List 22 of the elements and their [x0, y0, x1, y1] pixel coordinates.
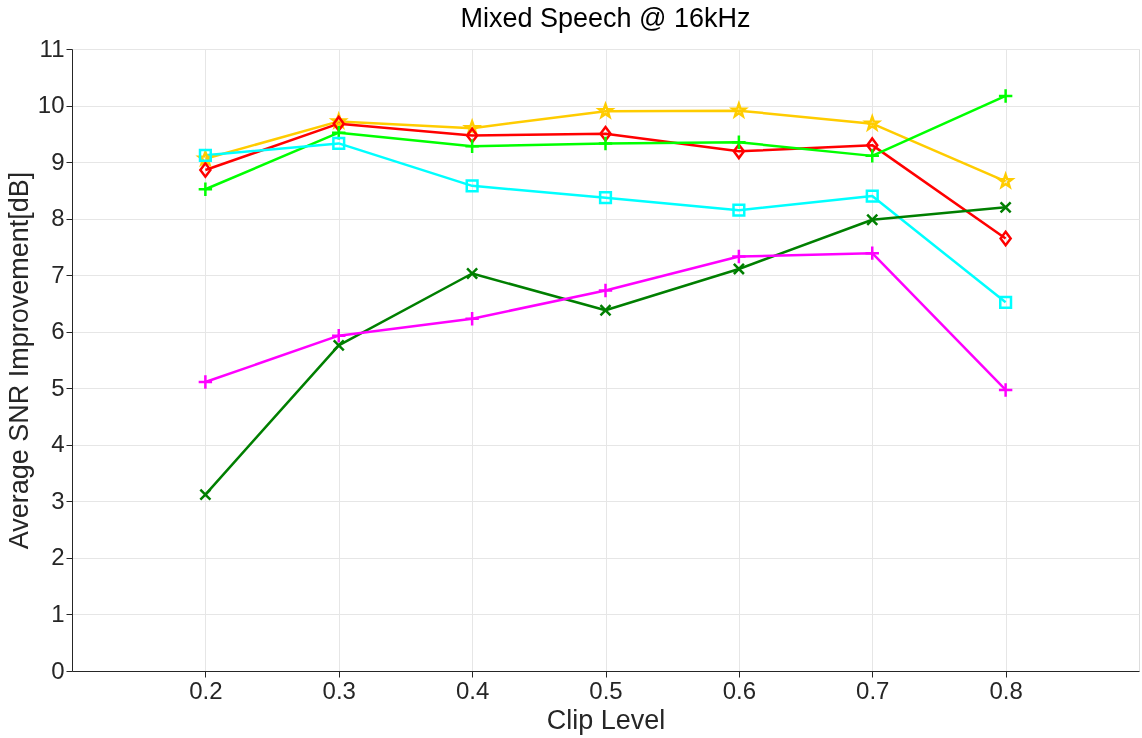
- x-tick-label: 0.5: [589, 676, 623, 704]
- x-tick-label: 0.8: [989, 676, 1023, 704]
- x-tick-label: 0.6: [722, 676, 757, 704]
- y-tick-label: 9: [51, 147, 65, 175]
- y-tick-label: 0: [51, 656, 65, 684]
- y-tick-label: 10: [37, 91, 65, 119]
- y-tick-label: 3: [51, 486, 65, 514]
- y-tick-label: 8: [51, 204, 65, 232]
- y-tick-label: 11: [39, 34, 65, 62]
- x-tick-label: 0.7: [856, 676, 890, 704]
- x-tick-label: 0.3: [322, 676, 356, 704]
- chart-title: Mixed Speech @ 16kHz: [460, 3, 751, 33]
- y-tick-label: 2: [51, 543, 65, 571]
- y-tick-label: 5: [51, 373, 65, 401]
- y-axis-title: Average SNR Improvement[dB]: [3, 171, 34, 550]
- y-tick-label: 6: [51, 317, 65, 345]
- x-tick-label: 0.4: [455, 676, 490, 704]
- x-tick-label: 0.2: [189, 676, 223, 704]
- y-tick-label: 4: [51, 430, 65, 458]
- x-axis-title: Clip Level: [546, 704, 666, 735]
- y-tick-label: 1: [51, 599, 65, 627]
- y-tick-label: 7: [51, 260, 65, 288]
